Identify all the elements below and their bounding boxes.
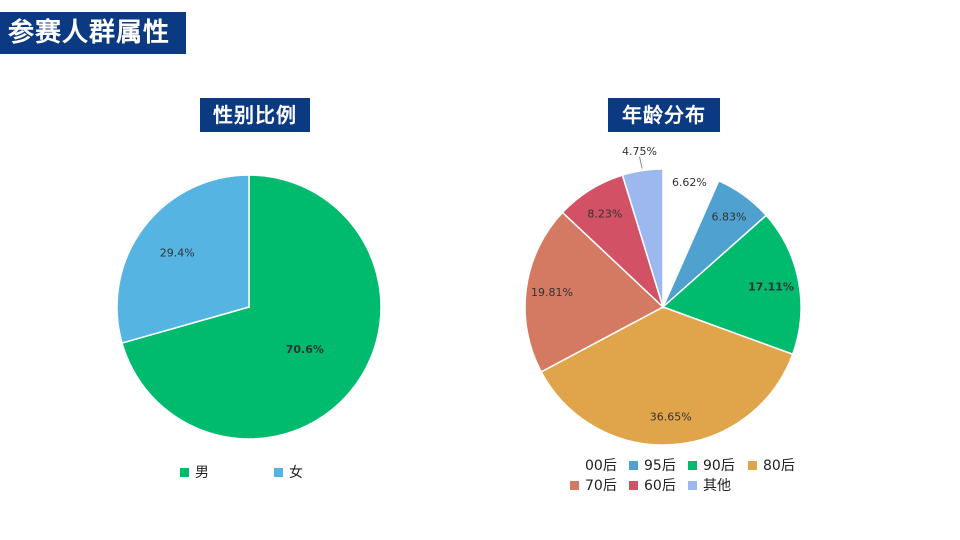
data-label-1-0: 6.62% <box>672 176 707 189</box>
legend-swatch-1-2 <box>688 460 697 470</box>
data-label-1-2: 17.11% <box>748 280 794 293</box>
data-label-1-1: 6.83% <box>712 211 747 224</box>
legend-item-1-5: 60后 <box>629 475 676 495</box>
data-label-1-4: 19.81% <box>531 286 573 299</box>
legend-label-1-1: 95后 <box>644 458 676 474</box>
legend-item-1-3: 80后 <box>748 455 795 475</box>
leader-line-1-6 <box>639 156 643 169</box>
pie-slice-0-0 <box>121 174 382 440</box>
legend-swatch-1-6 <box>688 480 697 490</box>
age-chart-title: 年龄分布 <box>608 98 720 132</box>
data-label-1-3: 36.65% <box>650 411 692 424</box>
pie-slice-0-1 <box>116 174 250 344</box>
gender-chart-title: 性别比例 <box>200 98 310 132</box>
legend-swatch-0-1 <box>274 467 283 477</box>
legend-swatch-1-3 <box>748 460 757 470</box>
legend-label-1-3: 80后 <box>763 458 795 474</box>
legend-item-1-4: 70后 <box>570 475 617 495</box>
data-label-0-0: 70.6% <box>286 343 324 356</box>
legend-label-1-0: 00后 <box>585 458 617 474</box>
legend-item-1-2: 90后 <box>688 455 735 475</box>
legend-label-1-4: 70后 <box>585 478 617 494</box>
legend-label-1-6: 其他 <box>703 478 731 494</box>
legend-item-1-0: 00后 <box>570 455 617 475</box>
pie-slice-1-4 <box>524 211 665 373</box>
legend-swatch-1-5 <box>629 480 638 490</box>
data-label-1-6: 4.75% <box>622 145 657 158</box>
legend-label-1-5: 60后 <box>644 478 676 494</box>
data-label-0-1: 29.4% <box>160 247 195 260</box>
legend-item-1-1: 95后 <box>629 455 676 475</box>
legend-label-0-0: 男 <box>195 465 209 481</box>
legend-swatch-1-4 <box>570 480 579 490</box>
legend-item-0-1: 女 <box>274 462 303 482</box>
legend-item-1-6: 其他 <box>688 475 731 495</box>
legend-label-1-2: 90后 <box>703 458 735 474</box>
legend-swatch-1-1 <box>629 460 638 470</box>
page-title: 参赛人群属性 <box>0 12 186 54</box>
legend-item-0-0: 男 <box>180 462 209 482</box>
data-label-1-5: 8.23% <box>587 208 622 221</box>
pie-slice-1-6 <box>621 168 664 308</box>
pie-slice-1-3 <box>540 306 794 446</box>
legend-label-0-1: 女 <box>289 465 303 481</box>
legend-swatch-0-0 <box>180 467 189 477</box>
legend-swatch-1-0 <box>570 461 579 470</box>
